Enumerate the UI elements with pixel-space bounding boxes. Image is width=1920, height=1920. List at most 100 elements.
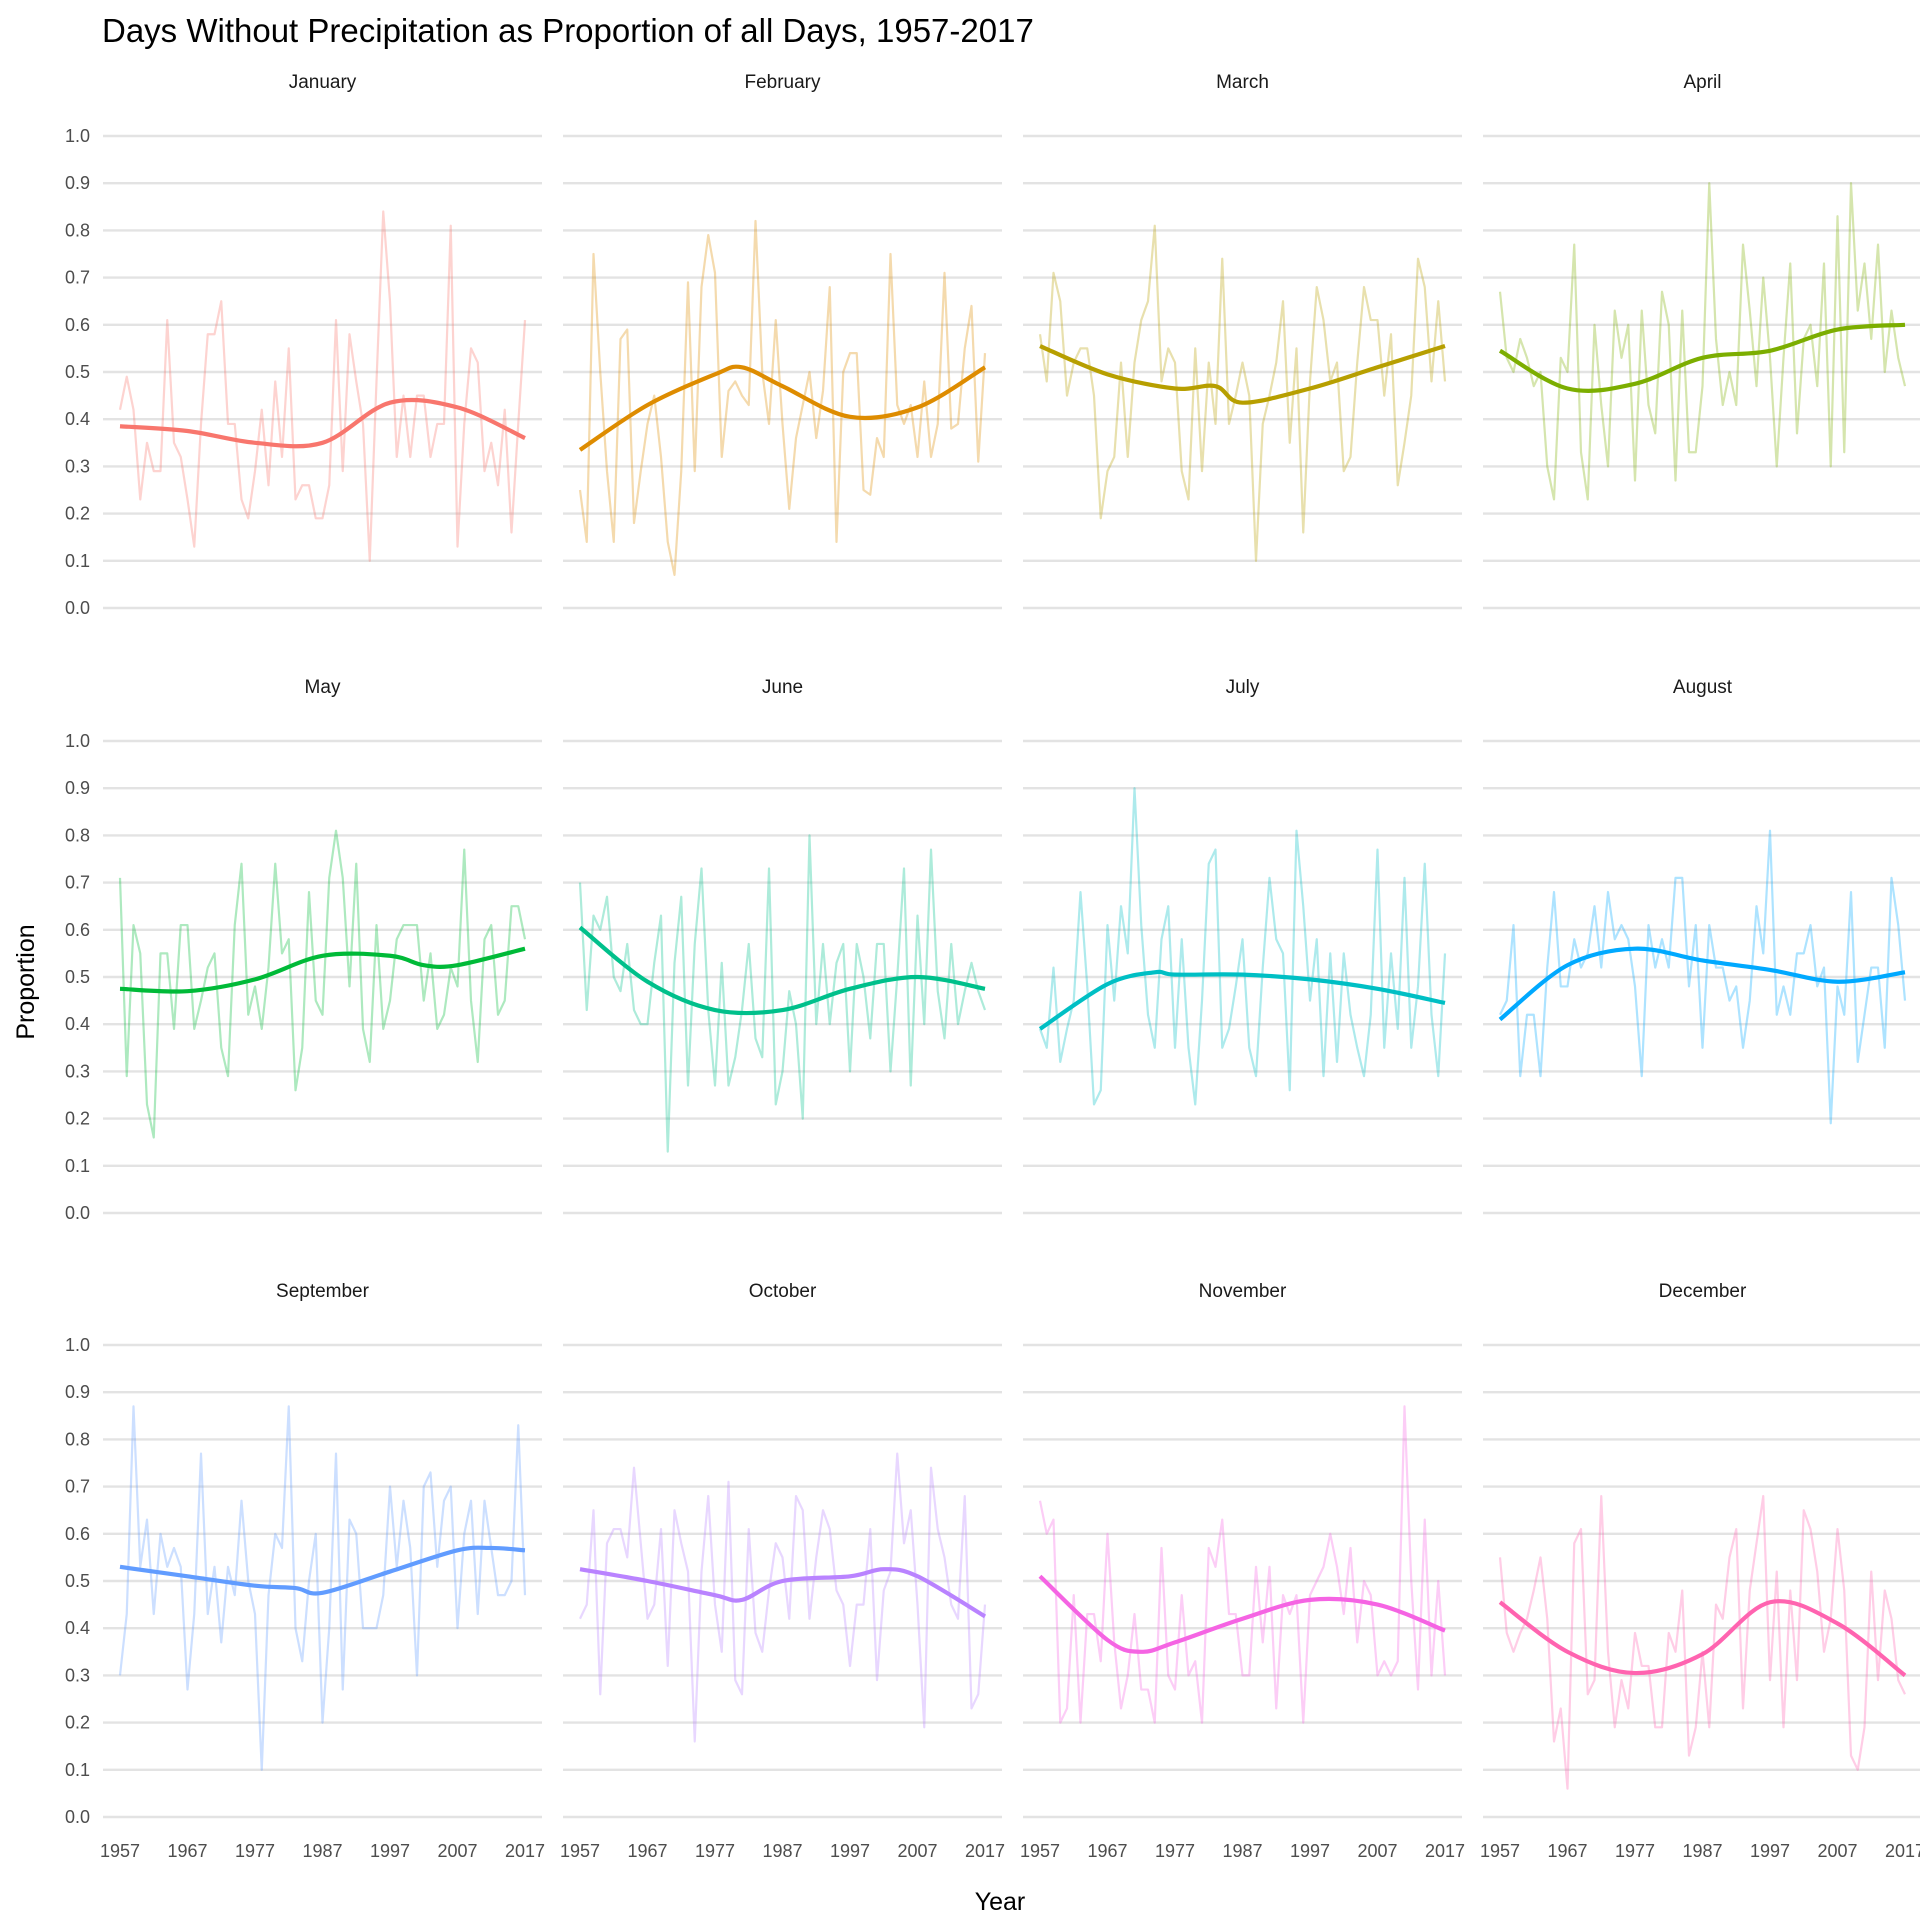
trend-line-september	[119, 1545, 526, 1596]
panel-december: December 1957 1967 1977 1987 1997 2007 2017	[1480, 1281, 1920, 1861]
y-tick-label: 0.8	[65, 220, 90, 240]
x-tick-label: 2017	[1885, 1841, 1920, 1861]
raw-series-june	[578, 834, 987, 1153]
y-tick-label: 0.8	[65, 825, 90, 845]
facet-label-september: September	[276, 1281, 370, 1302]
x-tick-label: 1967	[627, 1841, 667, 1861]
facet-label-december: December	[1659, 1281, 1747, 1302]
trend-line-july	[1038, 969, 1446, 1031]
panel-may: May 0.0 0.1 0.2 0.3 0.4 0.5 0.6 0.7 0.8 0.9 1.0	[65, 677, 542, 1223]
raw-series-november	[1038, 1405, 1447, 1724]
x-tick-label: 2017	[505, 1841, 545, 1861]
y-tick-label: 0.5	[65, 362, 90, 382]
facet-label-may: May	[305, 677, 341, 698]
raw-series-august	[1499, 829, 1907, 1125]
y-tick-label: 0.2	[65, 1713, 90, 1733]
trend-line-november	[1038, 1574, 1446, 1654]
y-tick-label: 0.2	[65, 504, 90, 524]
panel-march: March	[1023, 72, 1462, 610]
panel-october: October 1957 1967 1977 1987 1997 2007 2017	[560, 1281, 1005, 1861]
x-tick-label: 2007	[1817, 1841, 1857, 1861]
raw-series-march	[1038, 224, 1447, 562]
y-tick-label: 0.4	[65, 409, 90, 429]
y-tick-label: 1.0	[65, 126, 90, 146]
x-tick-label: 1967	[1547, 1841, 1587, 1861]
y-tick-label: 0.9	[65, 778, 90, 798]
x-tick-label: 1987	[762, 1841, 802, 1861]
trend-line-january	[119, 397, 526, 449]
y-tick-label: 1.0	[65, 731, 90, 751]
y-tick-label: 0.4	[65, 1618, 90, 1638]
x-tick-label: 1997	[1290, 1841, 1330, 1861]
raw-series-february	[578, 219, 987, 577]
y-tick-label: 0.3	[65, 1665, 90, 1685]
panel-february: February	[563, 72, 1002, 610]
x-tick-label: 1977	[695, 1841, 735, 1861]
x-tick-label: 1977	[1155, 1841, 1195, 1861]
facet-label-june: June	[762, 677, 803, 698]
facet-label-november: November	[1199, 1281, 1287, 1302]
trend-line-december	[1498, 1599, 1907, 1678]
y-tick-label: 0.4	[65, 1014, 90, 1034]
x-tick-label: 1987	[1682, 1841, 1722, 1861]
raw-series-may	[118, 829, 527, 1139]
x-tick-label: 2007	[437, 1841, 477, 1861]
y-axis-title: Proportion	[12, 924, 40, 1039]
facet-label-july: July	[1226, 677, 1260, 698]
x-tick-label: 1997	[370, 1841, 410, 1861]
x-tick-label: 1977	[235, 1841, 275, 1861]
raw-series-december	[1498, 1494, 1906, 1790]
x-tick-label: 1967	[1087, 1841, 1127, 1861]
y-tick-label: 0.8	[65, 1429, 90, 1449]
facet-panels: January 0.0 0.1 0.2 0.3 0.4 0.5 0.6 0.7 0.8 0.9 1.0…	[65, 72, 1920, 1861]
y-tick-label: 0.6	[65, 920, 90, 940]
facet-label-march: March	[1216, 72, 1269, 93]
y-tick-label: 0.6	[65, 315, 90, 335]
y-tick-label: 1.0	[65, 1335, 90, 1355]
x-tick-label: 1987	[1222, 1841, 1262, 1861]
facet-label-august: August	[1673, 677, 1733, 698]
y-tick-label: 0.1	[65, 1760, 90, 1780]
x-tick-label: 2007	[1357, 1841, 1397, 1861]
y-tick-label: 0.1	[65, 1156, 90, 1176]
y-tick-label: 0.3	[65, 456, 90, 476]
facet-label-january: January	[289, 72, 357, 93]
x-tick-label: 1957	[100, 1841, 140, 1861]
panel-june: June	[563, 677, 1002, 1215]
raw-series-september	[118, 1405, 527, 1771]
trend-line-august	[1498, 946, 1906, 1022]
facet-label-april: April	[1683, 72, 1721, 93]
x-tick-label: 2007	[897, 1841, 937, 1861]
facet-label-february: February	[744, 72, 821, 93]
panel-august: August	[1483, 677, 1920, 1215]
y-tick-label: 0.0	[65, 598, 90, 618]
facet-label-october: October	[749, 1281, 817, 1302]
panel-january: January 0.0 0.1 0.2 0.3 0.4 0.5 0.6 0.7 0.8 0.9 1.0	[65, 72, 542, 618]
y-tick-label: 0.7	[65, 268, 90, 288]
y-tick-label: 0.5	[65, 1571, 90, 1591]
x-tick-label: 1997	[1750, 1841, 1790, 1861]
x-tick-label: 1977	[1615, 1841, 1655, 1861]
y-tick-label: 0.1	[65, 551, 90, 571]
panel-november: November 1957 1967 1977 1987 1997 2007 2017	[1020, 1281, 1465, 1861]
x-tick-label: 1957	[560, 1841, 600, 1861]
y-tick-label: 0.5	[65, 967, 90, 987]
y-tick-label: 0.2	[65, 1109, 90, 1129]
x-tick-label: 2017	[1425, 1841, 1465, 1861]
trend-line-june	[578, 925, 986, 1016]
chart-title: Days Without Precipitation as Proportion…	[102, 12, 1034, 49]
y-tick-label: 0.7	[65, 1477, 90, 1497]
raw-series-january	[118, 210, 527, 562]
y-tick-label: 0.9	[65, 1382, 90, 1402]
panel-april: April	[1483, 72, 1920, 610]
x-tick-label: 1957	[1480, 1841, 1520, 1861]
x-tick-label: 1967	[167, 1841, 207, 1861]
trend-line-march	[1039, 344, 1446, 405]
trend-line-february	[578, 364, 987, 452]
x-tick-label: 1957	[1020, 1841, 1060, 1861]
trend-line-may	[119, 946, 526, 994]
panel-september: September 0.0 0.1 0.2 0.3 0.4 0.5 0.6 0.7 0.8 0.9 1…	[65, 1281, 545, 1861]
raw-series-april	[1498, 182, 1907, 501]
